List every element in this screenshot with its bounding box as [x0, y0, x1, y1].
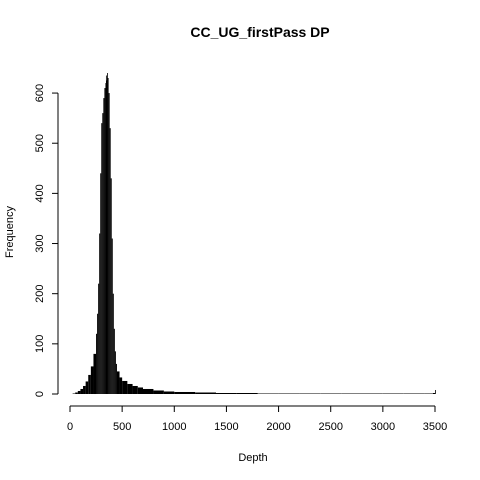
histogram-bar — [163, 391, 175, 394]
y-tick-label: 300 — [34, 234, 46, 252]
x-tick-label: 2500 — [318, 421, 342, 433]
histogram-bar — [100, 173, 102, 394]
y-tick-label: 500 — [34, 134, 46, 152]
histogram-bar — [98, 283, 100, 394]
histogram-bar — [102, 113, 104, 395]
histogram-bar — [80, 388, 84, 394]
histogram-bar — [106, 80, 108, 395]
y-axis-label: Frequency — [4, 206, 16, 258]
histogram-bar — [112, 293, 114, 394]
y-tick-label: 100 — [34, 335, 46, 353]
x-tick-label: 500 — [113, 421, 131, 433]
histogram-bar — [143, 388, 154, 394]
histogram-bar — [93, 353, 97, 395]
histogram-bar — [107, 73, 108, 394]
y-tick-label: 0 — [34, 391, 46, 397]
x-tick-label: 1500 — [214, 421, 238, 433]
histogram-bar — [299, 393, 321, 394]
histogram-bar — [195, 392, 216, 394]
histogram-bar — [257, 393, 279, 394]
histogram-bar — [403, 393, 425, 394]
histogram-bar — [108, 93, 110, 394]
histogram-bar — [105, 75, 107, 394]
histogram-bar — [103, 98, 105, 394]
histogram-bar — [99, 233, 101, 394]
y-tick-label: 600 — [34, 84, 46, 102]
y-tick-label: 400 — [34, 184, 46, 202]
histogram-bar — [132, 385, 138, 394]
histogram-bar — [435, 389, 436, 394]
x-axis-label: Depth — [238, 452, 267, 464]
y-axis: 0 100 200 300 400 500 600 — [34, 84, 59, 397]
histogram-bar — [107, 78, 109, 395]
histogram-bar — [278, 393, 300, 394]
x-tick-label: 0 — [67, 421, 73, 433]
histogram-bar — [110, 178, 112, 394]
histogram-bar — [122, 380, 128, 394]
histogram-bar — [105, 83, 107, 394]
histogram-bar — [101, 123, 103, 394]
histogram-bar — [88, 374, 91, 394]
histogram-bar — [113, 328, 115, 394]
histogram-bar — [153, 390, 164, 394]
histogram-bar — [111, 238, 113, 394]
histogram-bar — [424, 393, 433, 394]
histogram-bar — [116, 371, 120, 394]
histogram-bar — [127, 383, 133, 394]
histogram-bar — [75, 392, 78, 394]
x-tick-label: 3500 — [423, 421, 447, 433]
histogram-bar — [104, 88, 106, 395]
histogram-bar — [83, 385, 86, 394]
x-axis: 0 500 1000 1500 2000 2500 3000 3500 — [67, 405, 447, 433]
histogram-bars — [72, 73, 436, 395]
x-tick-label: 1000 — [162, 421, 186, 433]
histogram-bar — [119, 377, 123, 394]
histogram-bar — [115, 363, 117, 394]
histogram-bar — [109, 128, 111, 395]
histogram-bar — [77, 390, 81, 394]
histogram-bar — [320, 393, 342, 394]
histogram-bar — [362, 393, 383, 394]
histogram-bar — [137, 387, 143, 394]
chart-title: CC_UG_firstPass DP — [190, 24, 329, 40]
histogram-bar — [97, 313, 99, 394]
histogram-bar — [432, 393, 435, 394]
histogram-bar — [174, 391, 196, 394]
histogram-bar — [382, 393, 404, 394]
histogram-bar — [216, 393, 237, 394]
histogram-bar — [85, 381, 89, 394]
histogram-bar — [341, 393, 362, 394]
histogram-bar — [236, 393, 258, 394]
x-tick-label: 3000 — [371, 421, 395, 433]
histogram-bar — [72, 393, 76, 394]
y-tick-label: 200 — [34, 285, 46, 303]
x-tick-label: 2000 — [266, 421, 290, 433]
histogram-bar — [114, 351, 116, 394]
histogram-bar — [96, 333, 98, 394]
histogram-bar — [90, 366, 94, 394]
